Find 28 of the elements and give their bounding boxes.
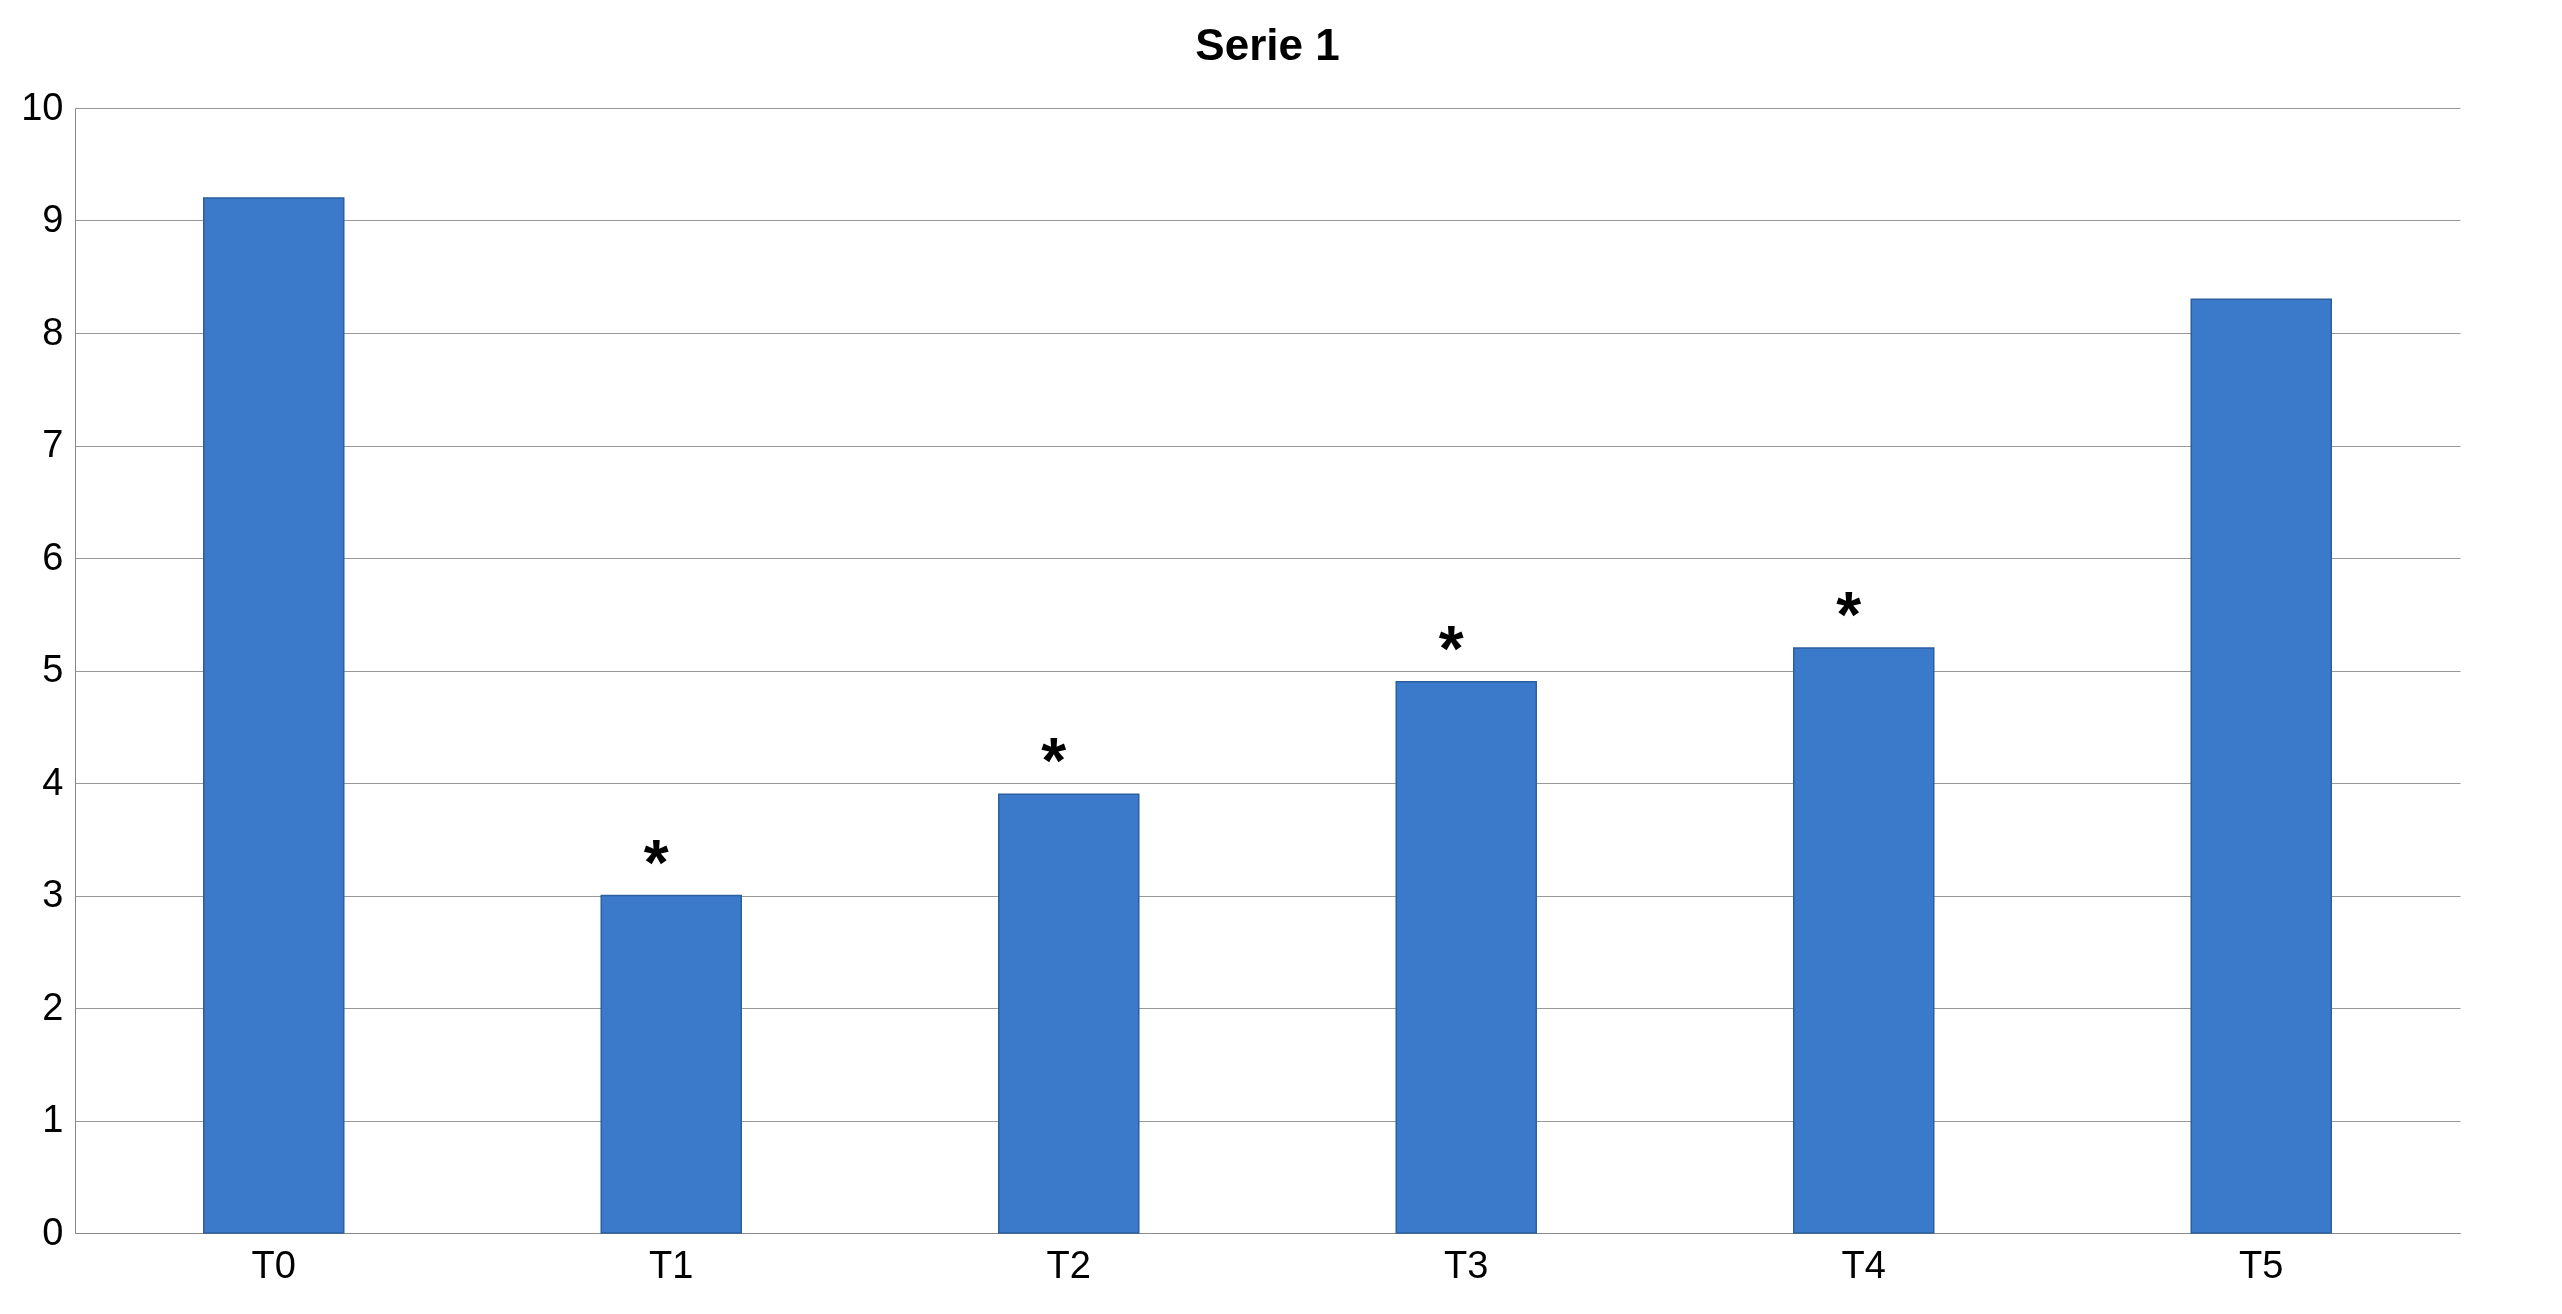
annotation: * (1438, 612, 1464, 685)
y-tick-label: 5 (42, 648, 64, 690)
y-tick-label: 9 (42, 198, 64, 240)
y-tick-label: 8 (42, 310, 64, 353)
x-tick-label: T5 (2239, 1243, 2284, 1286)
x-tick-label: T3 (1444, 1243, 1489, 1286)
y-tick-label: 1 (42, 1098, 64, 1140)
y-tick-label: 6 (42, 535, 64, 578)
bar (998, 793, 1140, 1234)
y-tick-label: 3 (42, 873, 64, 915)
x-tick-label: T4 (1841, 1243, 1886, 1286)
y-tick-label: 0 (42, 1210, 64, 1253)
bar (203, 197, 345, 1234)
x-tick-label: T1 (649, 1243, 694, 1286)
bar (1793, 647, 1935, 1234)
bar (600, 894, 742, 1234)
y-tick-label: 10 (21, 85, 64, 128)
x-tick-label: T0 (251, 1243, 296, 1286)
x-tick-label: T2 (1046, 1243, 1091, 1286)
chart-title: Serie 1 (1195, 20, 1340, 69)
annotation: * (1041, 725, 1067, 798)
y-tick-label: 7 (42, 423, 64, 465)
annotation: * (643, 826, 669, 899)
y-tick-label: 4 (42, 760, 64, 803)
y-tick-label: 2 (42, 985, 64, 1028)
annotation: * (1836, 579, 1862, 651)
bar (2190, 298, 2332, 1234)
bar (1395, 681, 1537, 1234)
